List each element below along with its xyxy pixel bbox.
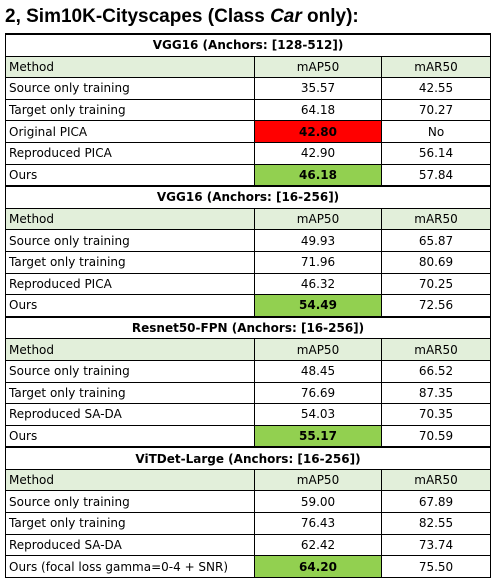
col-header-method: Method: [5, 338, 255, 361]
col-header-mar50: mAR50: [380, 468, 492, 492]
header-row: Method mAP50 mAR50: [5, 207, 492, 231]
col-header-mar50: mAR50: [380, 55, 492, 79]
cell-method: Target only training: [5, 250, 255, 274]
col-header-mar50: mAR50: [380, 338, 492, 361]
cell-method: Source only training: [5, 77, 255, 100]
page-title: 2, Sim10K-Cityscapes (Class Car only):: [5, 3, 359, 31]
cell-method: Original PICA: [5, 120, 255, 143]
cell-mar50: 87.35: [380, 381, 492, 405]
cell-method: Target only training: [5, 512, 255, 535]
section-title: VGG16 (Anchors: [128-512]): [4, 32, 492, 57]
section-title: VGG16 (Anchors: [16-256]): [4, 185, 492, 209]
table-row: Source only training 59.00 67.89: [5, 490, 492, 514]
cell-mar50: 65.87: [380, 229, 492, 252]
cell-method: Reproduced PICA: [5, 141, 255, 165]
table-row: Ours 54.49 72.56: [5, 294, 492, 318]
table-row: Source only training 35.57 42.55: [5, 77, 492, 100]
header-row: Method mAP50 mAR50: [5, 468, 492, 492]
title-suffix: only):: [301, 6, 359, 27]
table-row: Ours (focal loss gamma=0-4 + SNR) 64.20 …: [5, 555, 492, 578]
table-row: Reproduced PICA 46.32 70.25: [5, 272, 492, 296]
cell-method: Reproduced SA-DA: [5, 403, 255, 426]
section-title: Resnet50-FPN (Anchors: [16-256]): [4, 315, 492, 340]
table-row: Target only training 76.69 87.35: [5, 381, 492, 405]
col-header-map50: mAP50: [254, 468, 382, 492]
table-row: Reproduced SA-DA 54.03 70.35: [5, 403, 492, 426]
cell-mar50: 66.52: [380, 359, 492, 383]
cell-map50: 59.00: [254, 490, 382, 514]
table-row: Source only training 49.93 65.87: [5, 229, 492, 252]
table-row: Reproduced SA-DA 62.42 73.74: [5, 533, 492, 557]
col-header-method: Method: [5, 468, 255, 492]
cell-method: Ours: [5, 424, 255, 448]
col-header-method: Method: [5, 207, 255, 231]
cell-mar50: 70.35: [380, 403, 492, 426]
cell-map50: 42.90: [254, 141, 382, 165]
section-title: ViTDet-Large (Anchors: [16-256]): [4, 446, 492, 470]
cell-map50: 35.57: [254, 77, 382, 100]
header-row: Method mAP50 mAR50: [5, 55, 492, 79]
cell-map50-best: 55.17: [254, 424, 382, 448]
cell-mar50: 73.74: [380, 533, 492, 557]
cell-method: Source only training: [5, 229, 255, 252]
title-italic: Car: [270, 6, 302, 27]
section-title-row: VGG16 (Anchors: [16-256]): [4, 185, 492, 209]
cell-map50: 64.18: [254, 98, 382, 122]
cell-method: Target only training: [5, 98, 255, 122]
cell-method: Target only training: [5, 381, 255, 405]
col-header-mar50: mAR50: [380, 207, 492, 231]
cell-map50-best: 46.18: [254, 163, 382, 187]
col-header-map50: mAP50: [254, 338, 382, 361]
table-row: Reproduced PICA 42.90 56.14: [5, 141, 492, 165]
cell-map50: 48.45: [254, 359, 382, 383]
cell-mar50: 70.59: [380, 424, 492, 448]
table-row: Ours 55.17 70.59: [5, 424, 492, 448]
cell-mar50: 82.55: [380, 512, 492, 535]
results-table: VGG16 (Anchors: [128-512]) Method mAP50 …: [4, 32, 492, 578]
cell-map50: 71.96: [254, 250, 382, 274]
cell-method: Reproduced PICA: [5, 272, 255, 296]
cell-mar50: 72.56: [380, 294, 492, 318]
cell-mar50: 57.84: [380, 163, 492, 187]
cell-map50-best: 54.49: [254, 294, 382, 318]
section-title-row: Resnet50-FPN (Anchors: [16-256]): [4, 315, 492, 340]
col-header-method: Method: [5, 55, 255, 79]
cell-mar50: 75.50: [380, 555, 492, 578]
table-row: Target only training 71.96 80.69: [5, 250, 492, 274]
table-row: Target only training 76.43 82.55: [5, 512, 492, 535]
cell-mar50: 67.89: [380, 490, 492, 514]
cell-mar50: No: [380, 120, 492, 143]
cell-mar50: 80.69: [380, 250, 492, 274]
section-title-row: VGG16 (Anchors: [128-512]): [4, 32, 492, 57]
table-row: Ours 46.18 57.84: [5, 163, 492, 187]
cell-mar50: 70.27: [380, 98, 492, 122]
cell-map50: 62.42: [254, 533, 382, 557]
col-header-map50: mAP50: [254, 55, 382, 79]
cell-method: Ours: [5, 163, 255, 187]
table-row: Source only training 48.45 66.52: [5, 359, 492, 383]
cell-method: Source only training: [5, 490, 255, 514]
cell-mar50: 56.14: [380, 141, 492, 165]
cell-map50-best: 64.20: [254, 555, 382, 578]
cell-mar50: 42.55: [380, 77, 492, 100]
cell-map50: 54.03: [254, 403, 382, 426]
cell-method: Ours: [5, 294, 255, 318]
table-row: Original PICA 42.80 No: [5, 120, 492, 143]
col-header-map50: mAP50: [254, 207, 382, 231]
cell-map50: 49.93: [254, 229, 382, 252]
cell-method: Reproduced SA-DA: [5, 533, 255, 557]
title-prefix: 2, Sim10K-Cityscapes (Class: [5, 6, 271, 27]
cell-map50: 76.69: [254, 381, 382, 405]
cell-map50: 46.32: [254, 272, 382, 296]
section-title-row: ViTDet-Large (Anchors: [16-256]): [4, 446, 492, 470]
header-row: Method mAP50 mAR50: [5, 338, 492, 361]
cell-method: Ours (focal loss gamma=0-4 + SNR): [5, 555, 255, 578]
cell-mar50: 70.25: [380, 272, 492, 296]
cell-map50: 76.43: [254, 512, 382, 535]
cell-map50-highlight: 42.80: [254, 120, 382, 143]
cell-method: Source only training: [5, 359, 255, 383]
table-row: Target only training 64.18 70.27: [5, 98, 492, 122]
